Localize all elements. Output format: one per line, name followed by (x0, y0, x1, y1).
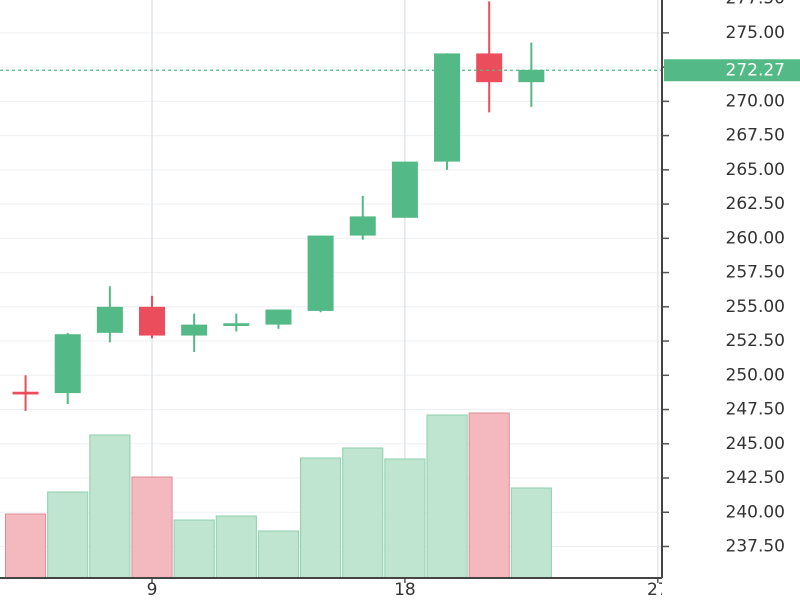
y-tick-label: 275.00 (726, 23, 785, 43)
volume-bar (510, 487, 552, 579)
candle-body (476, 53, 503, 83)
y-tick-label: 245.00 (726, 434, 785, 454)
candle-body (265, 309, 292, 325)
volume-bar (342, 447, 384, 579)
volume-bar (300, 457, 342, 579)
candle-body (223, 323, 250, 326)
y-tick-label: 260.00 (726, 228, 785, 248)
candle-body (12, 391, 39, 395)
volume-bar (468, 412, 510, 579)
y-tick-label: 250.00 (726, 365, 785, 385)
grid (0, 0, 662, 578)
y-tick-label: 242.50 (726, 468, 785, 488)
volume-bar (47, 491, 89, 579)
volume-bar (257, 530, 300, 579)
y-tick-label: 240.00 (726, 502, 785, 522)
last-price-label: 272.27 (726, 60, 785, 80)
candle-body (391, 161, 418, 218)
x-tick-label: 18 (394, 580, 416, 600)
last-price-box (664, 59, 800, 82)
x-tick-label: 27 (647, 580, 669, 600)
y-tick-label: 252.50 (726, 331, 785, 351)
y-tick-label: 267.50 (726, 126, 785, 146)
volume-bar (173, 519, 215, 579)
candle-layer (0, 1, 662, 411)
y-axis: 237.50 240.00 242.50 245.00 247.50 250.00 252.… (0, 0, 800, 579)
candle-body (96, 306, 123, 333)
candle-body (139, 306, 166, 336)
candle-body (434, 53, 461, 162)
y-tick-label: 262.50 (726, 194, 785, 214)
volume-bar (215, 515, 257, 579)
volume-bar (131, 476, 173, 579)
y-tick-label: 257.50 (726, 263, 785, 283)
y-tick-label: 255.00 (726, 297, 785, 317)
candle-body (307, 235, 334, 311)
x-axis: 9 18 27 (147, 578, 669, 600)
candle-body (54, 334, 81, 394)
volume-bar (426, 414, 468, 579)
candle-body (518, 69, 545, 83)
y-tick-label: 265.00 (726, 160, 785, 180)
volume-bar (4, 513, 47, 579)
volume-layer (4, 412, 552, 579)
y-tick-label: 270.00 (726, 91, 785, 111)
y-tick-label: 277.50 (726, 0, 785, 9)
volume-bar (384, 458, 426, 579)
candle-body (181, 324, 208, 336)
x-tick-label: 9 (147, 580, 158, 600)
y-tick-label: 237.50 (726, 536, 785, 556)
volume-bar (89, 434, 131, 579)
candle-body (349, 216, 376, 236)
y-tick-label: 247.50 (726, 400, 785, 420)
